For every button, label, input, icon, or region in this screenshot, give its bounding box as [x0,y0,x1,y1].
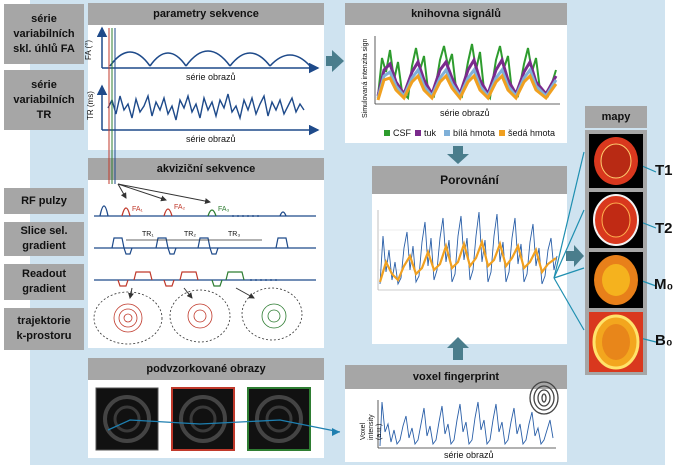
label-readout-gradient: Readout gradient [4,264,84,300]
legend-white-matter: bílá hmota [453,128,496,138]
maps-header: mapy [585,106,647,128]
legend-csf: CSF [393,128,411,138]
undersampled-images [95,387,341,451]
signal-library-header: knihovna signálů [345,3,567,25]
pulse-label-fa2: FA₂ [174,204,186,211]
comparison-plot [377,210,560,291]
label-tr-series: série variabilních TR [4,70,84,130]
acquisition-header: akviziční sekvence [88,158,324,180]
fa-axis-label: FA (°) [84,39,93,60]
sim-signal-yaxis-label: Simulovaná intenzita sign [362,38,369,118]
pulse-label-fa3: FA₃ [218,206,230,213]
tr-label-3: TR₃ [228,231,241,238]
voxel-fingerprint-plot [377,381,559,449]
voxel-xaxis-label: série obrazů [444,450,494,460]
fa-plot [96,26,320,74]
tr-plot [96,84,320,136]
slice-gradient-train [94,237,316,255]
readout-gradient-train [94,271,316,287]
sequence-params-header: parametry sekvence [88,3,324,25]
label-rf-pulses: RF pulzy [4,188,84,214]
fingerprint-icon [529,381,559,415]
tr-axis-label: TR (ms) [86,91,95,120]
flow-arrows [326,50,584,360]
tr-xaxis-label: série obrazů [186,134,236,144]
comparison-header: Porovnání [372,166,567,194]
map-label-b0: B₀ [655,332,673,349]
map-label-t1: T1 [655,162,673,179]
legend-fat: tuk [424,128,437,138]
fa-xaxis-label: série obrazů [186,72,236,82]
tr-label-2: TR₂ [184,231,197,238]
voxel-yaxis-label: Voxel intensity (a.u.) [360,414,383,440]
rf-pulse-train [94,183,316,217]
parameter-maps [589,134,643,372]
tr-label-1: TR₁ [142,231,154,238]
legend-gray-matter: šedá hmota [508,128,556,138]
sequence-params-panel [88,3,324,150]
kspace-trajectories [93,287,303,345]
signal-library-xaxis-label: série obrazů [440,108,490,118]
undersampled-header: podvzorkované obrazy [88,358,324,380]
signal-library-plot [374,36,560,105]
pulse-label-fa1: FA₁ [132,206,143,213]
map-label-m0: M₀ [654,276,674,293]
label-fa-series: série variabilních skl. úhlů FA [4,4,84,64]
label-slice-gradient: Slice sel. gradient [4,222,84,256]
tr-series-line [107,93,305,121]
voxel-fingerprint-header: voxel fingerprint [345,365,567,389]
map-label-t2: T2 [655,220,673,237]
label-kspace-trajectory: trajektorie k-prostoru [4,308,84,350]
